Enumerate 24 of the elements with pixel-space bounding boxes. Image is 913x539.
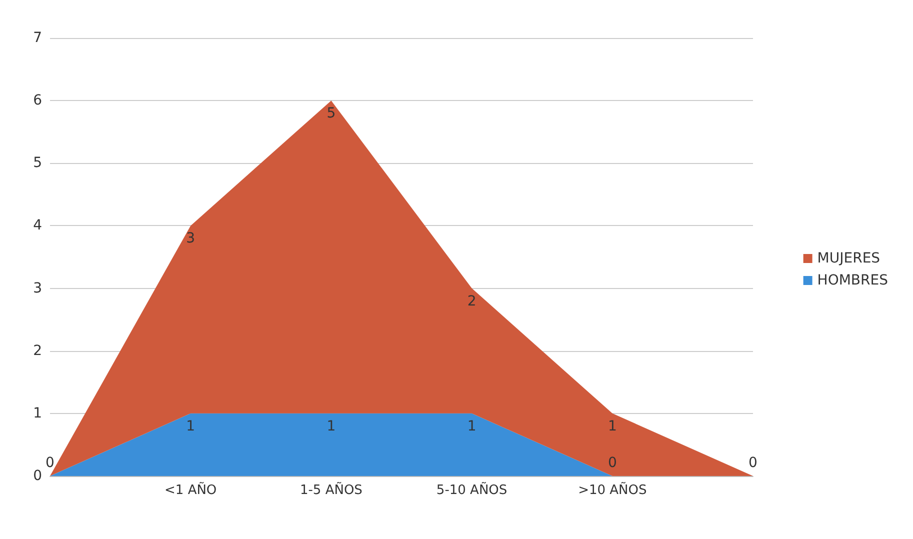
y-tick-label: 3 xyxy=(33,280,42,296)
y-tick-label: 2 xyxy=(33,342,42,359)
x-tick-label: <1 AÑO xyxy=(164,482,217,498)
data-label: 3 xyxy=(186,230,196,247)
data-label: 0 xyxy=(46,455,54,471)
y-tick-label: 0 xyxy=(33,468,42,484)
x-tick-label: >10 AÑOS xyxy=(578,482,647,498)
data-label: 0 xyxy=(608,455,617,471)
x-tick-label: 5-10 AÑOS xyxy=(436,482,508,498)
y-tick-label: 4 xyxy=(33,218,42,234)
data-label: 0 xyxy=(748,455,758,471)
y-tick-label: 7 xyxy=(33,30,42,46)
data-label: 1 xyxy=(186,418,196,434)
x-tick-label: 1-5 AÑOS xyxy=(300,482,362,498)
y-tick-label: 5 xyxy=(33,155,42,172)
data-label: 1 xyxy=(608,418,617,434)
data-label: 1 xyxy=(326,418,336,434)
y-tick-label: 6 xyxy=(33,92,42,109)
data-label: 5 xyxy=(326,106,336,122)
y-tick-label: 1 xyxy=(33,405,42,422)
legend-label: MUJERES xyxy=(817,250,880,266)
legend-label: HOMBRES xyxy=(817,272,888,288)
data-label: 1 xyxy=(467,418,476,434)
data-label: 2 xyxy=(467,293,476,310)
